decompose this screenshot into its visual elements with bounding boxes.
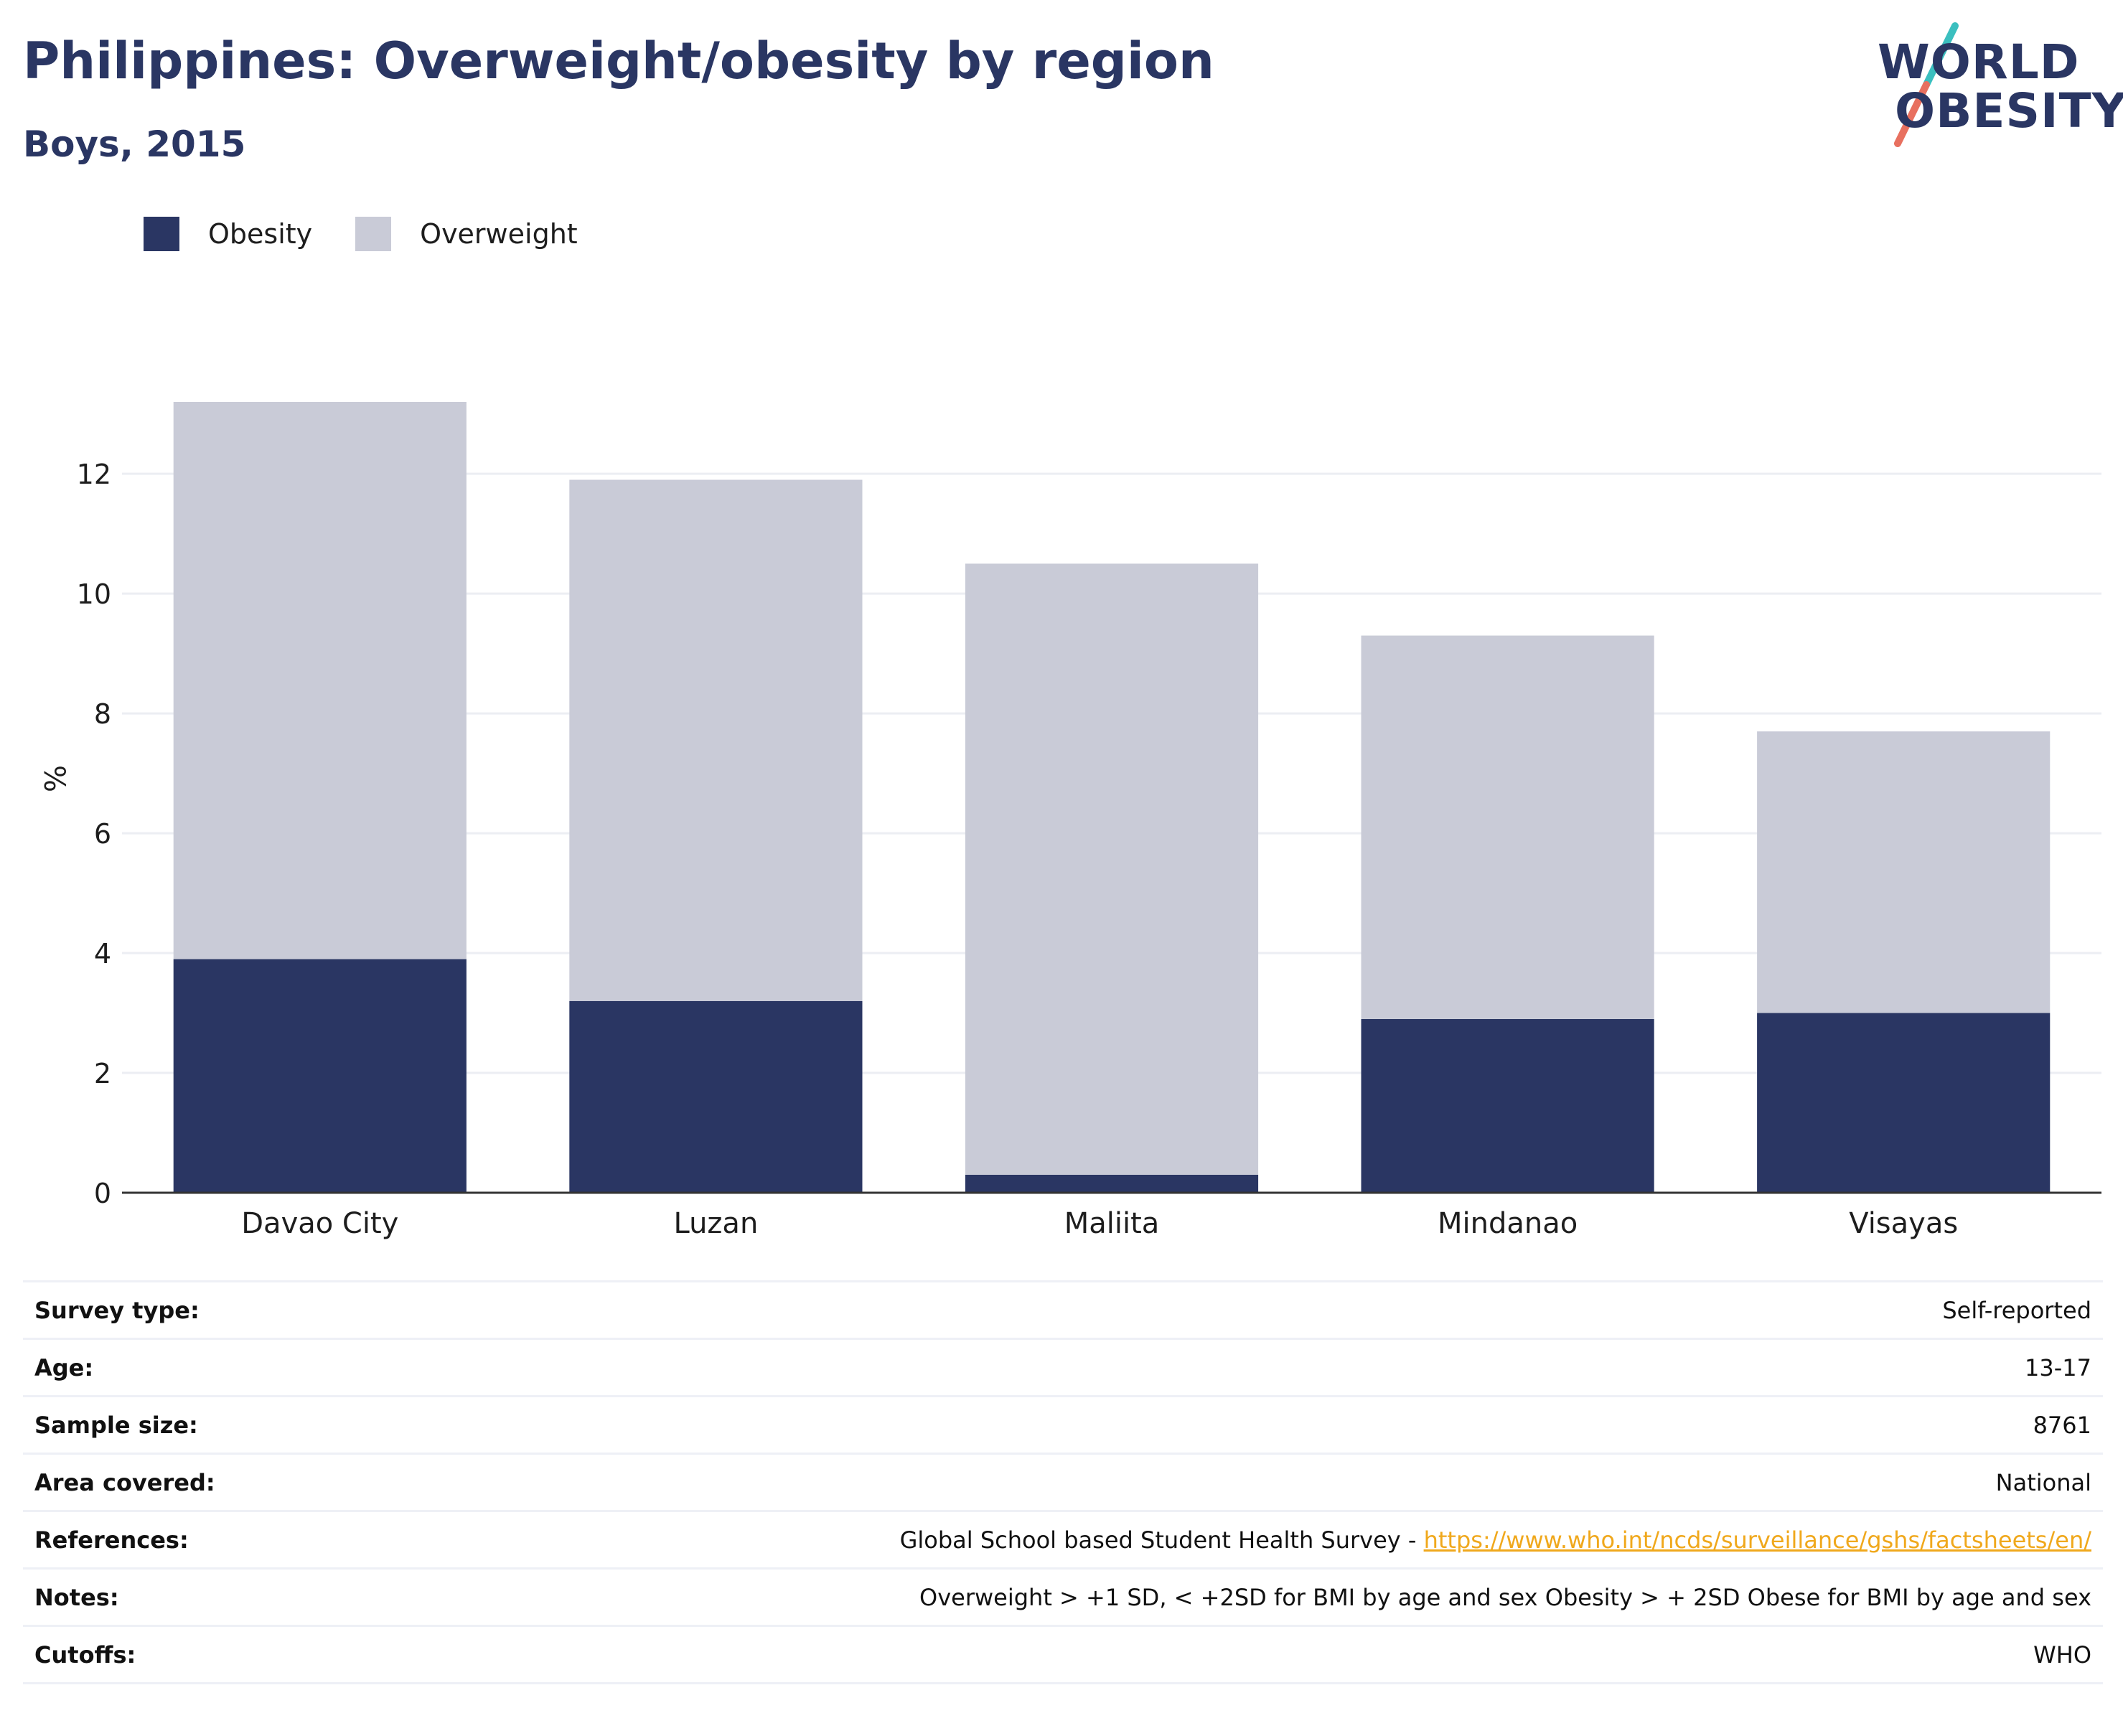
logo-line-obesity: OBESITY [1895,83,2123,139]
bar-obesity-mindanao[interactable] [1361,1018,1654,1193]
info-value: 13-17 [2025,1354,2091,1381]
logo-line-world: WORLD [1878,34,2080,90]
info-row-cutoffs: Cutoffs: WHO [23,1627,2103,1684]
info-value: WHO [2033,1641,2091,1669]
legend-label-obesity: Obesity [208,218,313,250]
info-label: Area covered: [34,1468,215,1496]
info-row-survey-type: Survey type: Self-reported [23,1282,2103,1340]
info-value-text: 13-17 [2025,1353,2091,1381]
info-value: Overweight > +1 SD, < +2SD for BMI by ag… [919,1584,2091,1611]
info-label: Age: [34,1353,94,1381]
legend-item-overweight[interactable]: Overweight [355,217,578,251]
x-tick-label: Maliita [1064,1207,1160,1240]
x-tick-label: Luzan [674,1207,759,1240]
stacked-bar-chart: 0 2 4 6 8 10 12 Davao City Luzan Maliita Mindanao… [37,402,2101,1240]
y-tick-label: 12 [77,459,111,490]
info-row-sample-size: Sample size: 8761 [23,1397,2103,1455]
info-value-text: Global School based Student Health Surve… [899,1526,1424,1554]
info-value-text: WHO [2033,1641,2091,1669]
y-axis-label: % [37,765,70,792]
bar-overweight-visayas[interactable] [1757,731,2051,1013]
y-tick-label: 8 [94,698,111,730]
info-label: Cutoffs: [34,1641,136,1669]
page-title: Philippines: Overweight/obesity by regio… [23,32,1214,90]
y-tick-label: 2 [94,1058,111,1089]
page-subtitle: Boys, 2015 [23,123,246,165]
x-tick-label: Davao City [241,1207,398,1240]
legend-swatch-obesity [144,217,179,251]
reference-link[interactable]: https://www.who.int/ncds/surveillance/gs… [1423,1526,2091,1554]
info-label: Sample size: [34,1411,198,1439]
info-value: National [1996,1469,2091,1496]
info-row-notes: Notes: Overweight > +1 SD, < +2SD for BMI… [23,1570,2103,1627]
chart-legend: Obesity Overweight [144,215,621,253]
y-tick-label: 4 [94,938,111,970]
legend-swatch-overweight [355,217,392,251]
x-tick-label: Mindanao [1438,1207,1578,1240]
bar-obesity-maliita[interactable] [965,1174,1259,1193]
info-label: Survey type: [34,1296,200,1324]
info-value-text: Overweight > +1 SD, < +2SD for BMI by ag… [919,1583,2091,1611]
info-row-area-covered: Area covered: National [23,1455,2103,1512]
y-tick-label: 0 [94,1178,111,1209]
y-axis-ticks: 0 2 4 6 8 10 12 [77,459,111,1209]
x-tick-label: Visayas [1849,1207,1958,1240]
bar-obesity-visayas[interactable] [1757,1013,2051,1193]
y-tick-label: 6 [94,818,111,850]
info-label: References: [34,1526,189,1554]
info-value: 8761 [2033,1412,2091,1439]
y-tick-label: 10 [77,578,111,610]
world-obesity-logo[interactable]: WORLD OBESITY [1866,22,2123,151]
bar-obesity-luzan[interactable] [569,1000,863,1193]
legend-label-overweight: Overweight [420,218,578,250]
bar-overweight-davao-city[interactable] [173,402,467,960]
info-value-text: 8761 [2033,1411,2091,1439]
bar-overweight-mindanao[interactable] [1361,635,1654,1019]
info-value-text: Self-reported [1942,1296,2091,1324]
x-axis-ticks: Davao City Luzan Maliita Mindanao Visayas [241,1207,1958,1240]
bar-obesity-davao-city[interactable] [173,959,467,1193]
info-row-age: Age: 13-17 [23,1340,2103,1397]
chart-bars [173,402,2051,1193]
info-row-references: References: Global School based Student H… [23,1512,2103,1570]
info-label: Notes: [34,1583,119,1611]
info-value: Self-reported [1942,1297,2091,1324]
bar-overweight-maliita[interactable] [965,563,1259,1175]
logo-slash-icon [1894,22,1959,147]
legend-item-obesity[interactable]: Obesity [144,217,312,251]
bar-overweight-luzan[interactable] [569,479,863,1001]
info-value: Global School based Student Health Surve… [900,1526,2091,1554]
info-value-text: National [1995,1468,2091,1496]
survey-info-table: Survey type: Self-reported Age: 13-17 Sample… [23,1280,2103,1684]
